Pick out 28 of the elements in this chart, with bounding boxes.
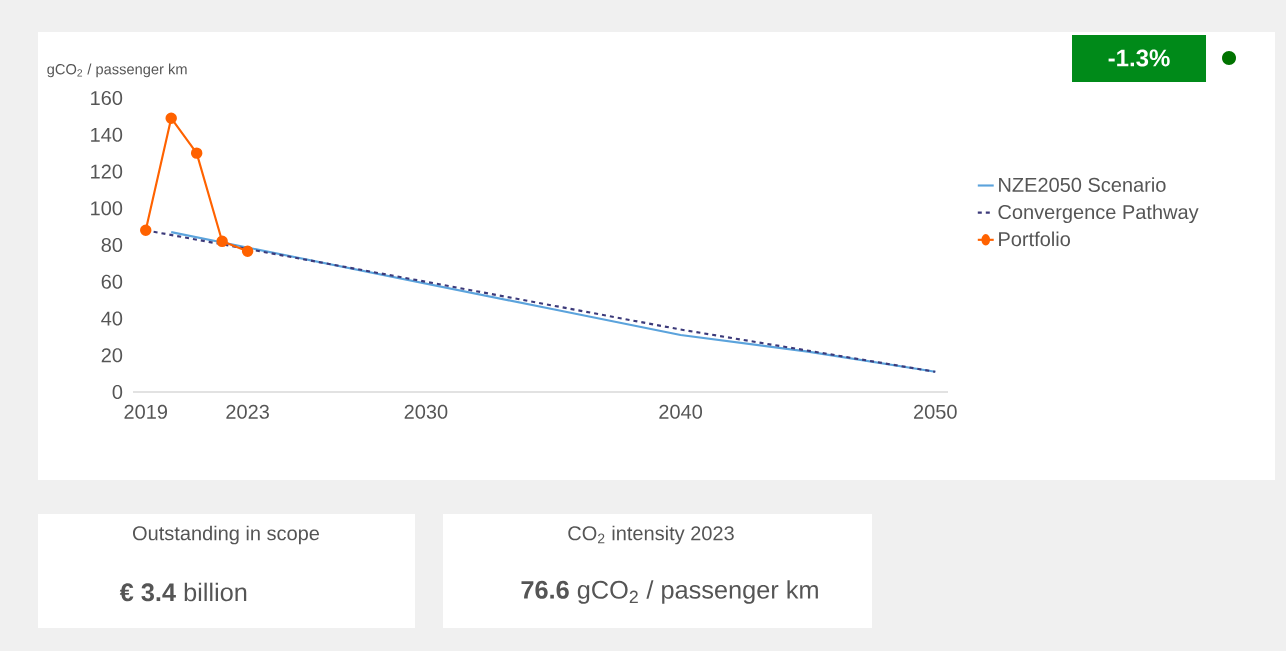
y-tick-label: 0 — [112, 384, 123, 400]
y-tick-label: 160 — [91, 90, 123, 106]
text: € 3.4 billion — [119, 582, 247, 602]
y-tick-label: 100 — [91, 201, 123, 216]
point — [241, 245, 254, 257]
x-tick-label: 2050 — [914, 404, 957, 419]
text: 76.6 gCO$_{2}$ / passenger km — [521, 580, 818, 604]
point — [190, 147, 203, 159]
point — [216, 235, 228, 248]
text: -1.3% — [1108, 49, 1170, 67]
y-axis-title: gCO$_{2}$ / passenger km — [47, 63, 187, 78]
y-tick-label: 140 — [91, 127, 123, 142]
y-tick-label: 60 — [101, 274, 123, 289]
y-tick-label: 40 — [101, 311, 123, 326]
legend-label: NZE2050 Scenario — [999, 177, 1166, 192]
point — [165, 112, 177, 124]
text: Outstanding in scope — [133, 525, 320, 545]
x-tick-label: 2030 — [404, 404, 448, 419]
y-tick-label: 20 — [101, 348, 123, 363]
legend-label: Convergence Pathway — [998, 204, 1199, 224]
legend-label: Portfolio — [999, 231, 1070, 247]
text: CO$_{2}$ intensity 2023 — [568, 525, 734, 545]
point — [140, 224, 152, 237]
x-tick-label: 2040 — [659, 404, 703, 419]
x-tick-label: 2019 — [124, 404, 168, 419]
y-tick-label: 80 — [101, 237, 123, 253]
x-tick-label: 2023 — [226, 404, 269, 419]
y-tick-label: 120 — [91, 164, 123, 179]
